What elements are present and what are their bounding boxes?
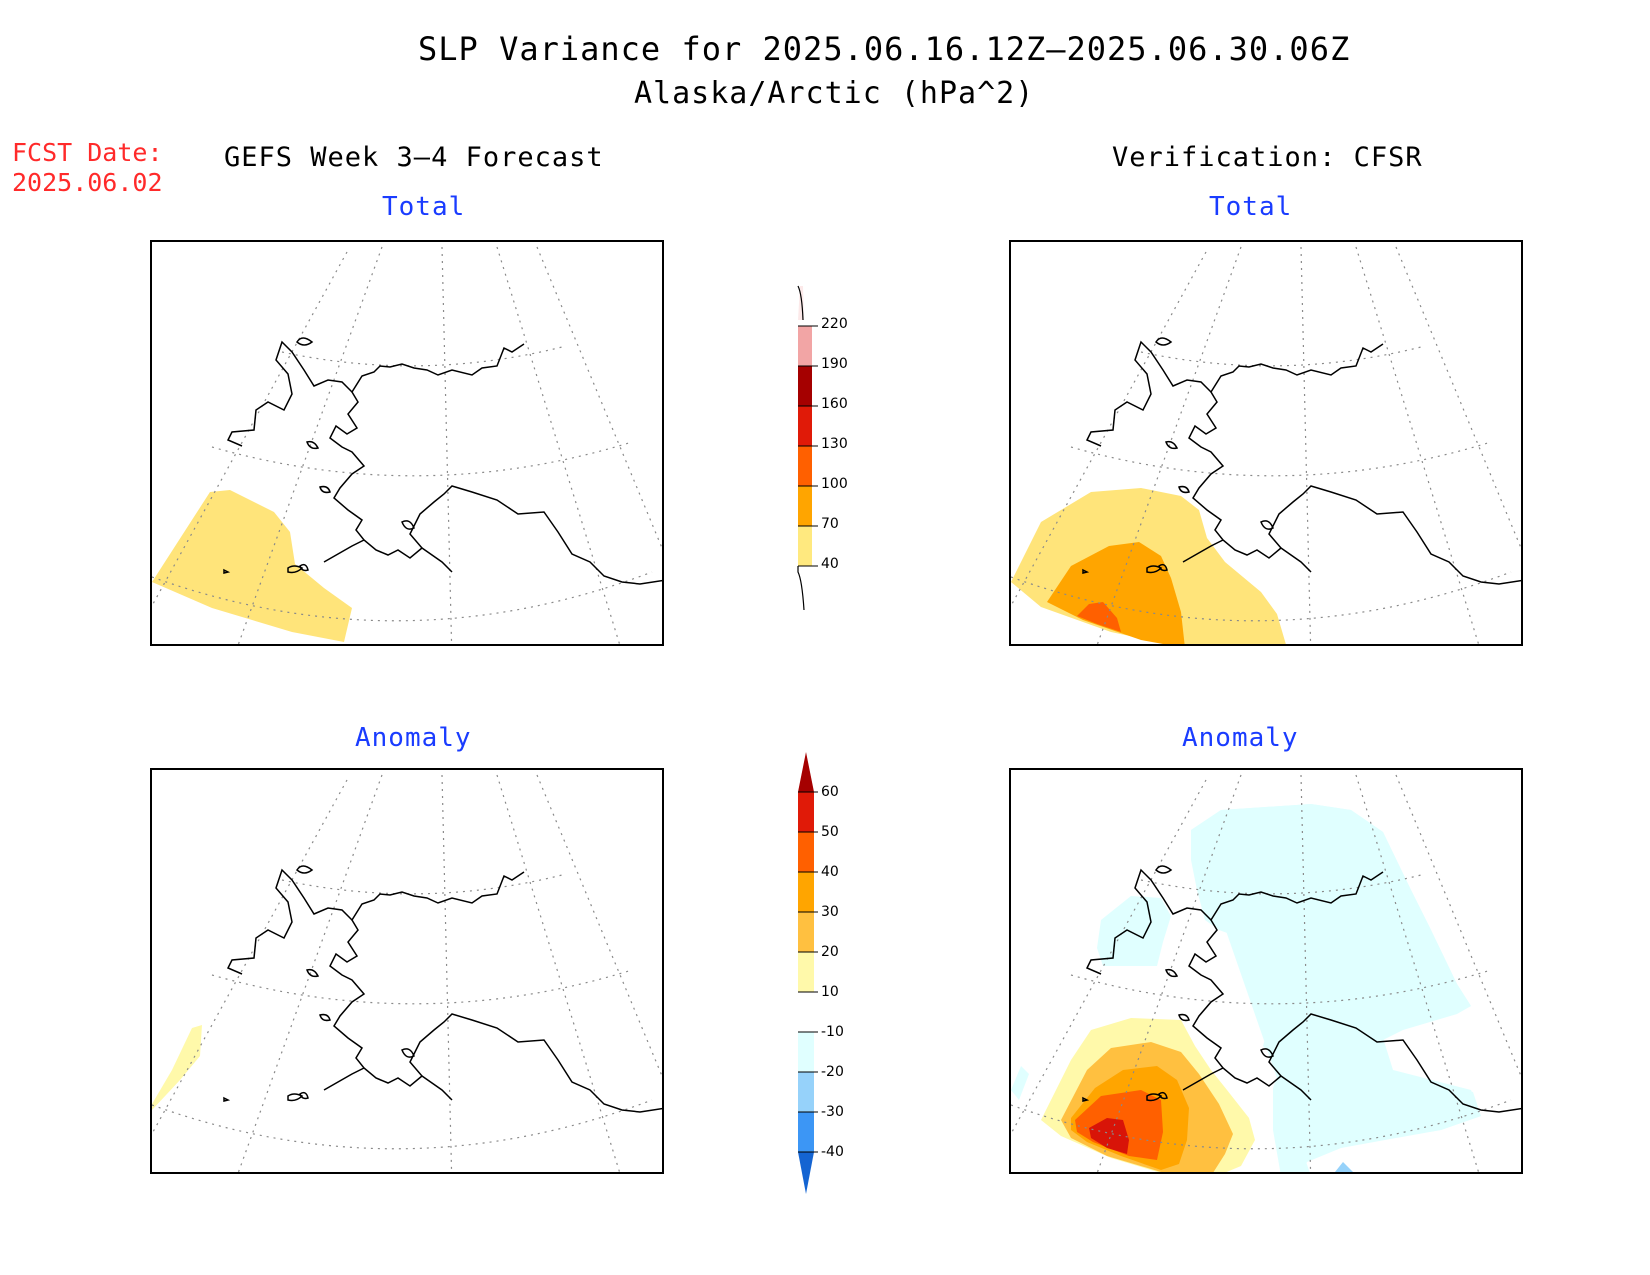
forecast-anomaly-map (150, 768, 664, 1174)
forecast-column-title: GEFS Week 3–4 Forecast (224, 142, 604, 173)
verification-total-map (1009, 240, 1523, 646)
total-colorbar-label-100: 100 (821, 476, 848, 492)
anomaly-colorbar-label-60: 60 (821, 784, 839, 800)
anomaly-colorbar-label-40: 40 (821, 864, 839, 880)
anomaly-colorbar-label-20: 20 (821, 944, 839, 960)
anomaly-colorbar-label-neg10: -10 (821, 1024, 844, 1040)
total-colorbar-label-160: 160 (821, 396, 848, 412)
anomaly-colorbar-label-neg40: -40 (821, 1144, 844, 1160)
total-colorbar-label-70: 70 (821, 516, 839, 532)
total-colorbar-label-130: 130 (821, 436, 848, 452)
total-colorbar-label-190: 190 (821, 356, 848, 372)
anomaly-colorbar-label-neg30: -30 (821, 1104, 844, 1120)
anomaly-colorbar-label-30: 30 (821, 904, 839, 920)
anomaly-colorbar-label-10: 10 (821, 984, 839, 1000)
forecast-total-map (150, 240, 664, 646)
anomaly-colorbar-label-50: 50 (821, 824, 839, 840)
verification-column-title: Verification: CFSR (1112, 142, 1423, 173)
subtitle: Alaska/Arctic (hPa^2) (634, 76, 1035, 111)
fcst-date-label: FCST Date: (12, 138, 163, 167)
verification-anomaly-map (1009, 768, 1523, 1174)
anomaly-colorbar (798, 752, 818, 1194)
main-title: SLP Variance for 2025.06.16.12Z–2025.06.… (418, 30, 1351, 68)
total-colorbar-label-40: 40 (821, 556, 839, 572)
verification-anomaly-title: Anomaly (1182, 723, 1299, 753)
total-colorbar (797, 285, 818, 611)
total-colorbar-label-220: 220 (821, 316, 848, 332)
verification-total-title: Total (1209, 192, 1293, 222)
forecast-anomaly-title: Anomaly (355, 723, 472, 753)
fcst-date-value: 2025.06.02 (12, 168, 163, 197)
anomaly-colorbar-label-neg20: -20 (821, 1064, 844, 1080)
forecast-total-title: Total (382, 192, 466, 222)
